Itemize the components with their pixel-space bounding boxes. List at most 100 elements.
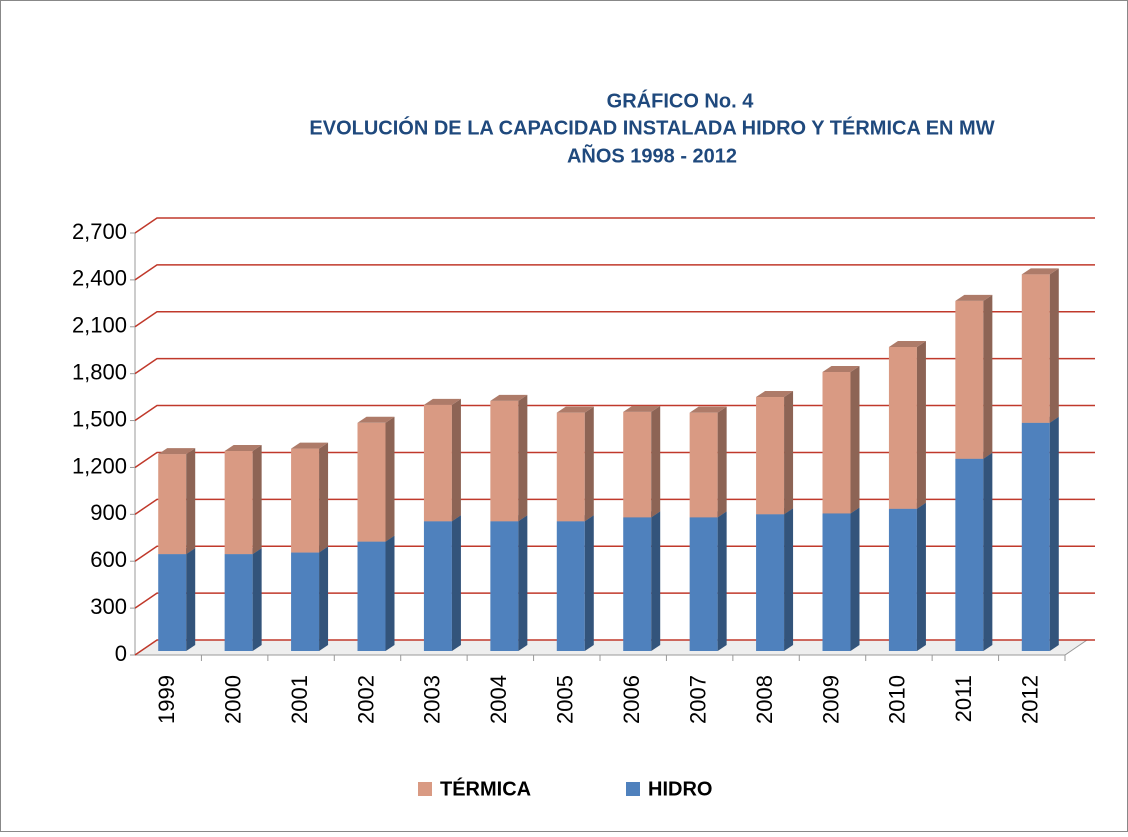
chart-title: AÑOS 1998 - 2012 (567, 144, 737, 167)
grid-line (134, 311, 1095, 328)
bar-segment (224, 444, 262, 555)
bar-segment (888, 502, 926, 651)
bar-side (983, 294, 993, 459)
bar-top (955, 294, 993, 301)
x-tick-label: 2010 (885, 675, 910, 724)
floor (133, 639, 1089, 656)
bar-top (756, 391, 794, 398)
bar-side (651, 511, 661, 651)
bar-front (623, 517, 652, 651)
x-tick-label: 2002 (353, 675, 378, 724)
bar-top (623, 405, 661, 412)
bar-segment (623, 405, 661, 518)
bar-top (888, 341, 926, 348)
chart-title: EVOLUCIÓN DE LA CAPACIDAD INSTALADA HIDR… (309, 115, 994, 139)
bar-segment (822, 507, 860, 651)
bar-side (850, 366, 860, 514)
bar-side (186, 448, 196, 555)
bar-front (291, 448, 320, 553)
bar-segment (756, 508, 794, 651)
bar-segment (623, 511, 661, 651)
bar-side (916, 502, 926, 651)
x-tick-label: 2001 (287, 675, 312, 724)
bar-segment (556, 406, 594, 522)
bar-segment (1021, 416, 1059, 651)
bar-segment (357, 416, 395, 542)
bar-side (651, 405, 661, 518)
bar-side (784, 508, 794, 651)
bar-front (158, 554, 187, 651)
x-tick-label: 2007 (685, 675, 710, 724)
bar-front (357, 541, 386, 651)
bar-front (888, 347, 917, 509)
bar-side (717, 511, 727, 651)
chart-title: GRÁFICO No. 4 (607, 89, 755, 112)
bar-segment (756, 391, 794, 515)
bar-front (224, 554, 253, 651)
bar-front (822, 372, 851, 514)
bar-front (490, 400, 519, 522)
bar-side (319, 546, 329, 651)
x-tick-label: 2005 (553, 675, 578, 724)
y-tick-label: 2,400 (72, 266, 127, 291)
bar-side (983, 452, 993, 651)
x-tick-label: 2004 (486, 675, 511, 724)
bar-segment (423, 398, 461, 522)
bar-segment (291, 442, 329, 553)
bar-front (1021, 422, 1050, 651)
legend-swatch (418, 782, 432, 796)
bar-side (518, 515, 528, 651)
bar-front (490, 521, 519, 651)
bar-segment (357, 535, 395, 651)
grid-line (134, 217, 1095, 234)
bar-segment (888, 341, 926, 509)
bar-segment (423, 515, 461, 651)
bar-side (385, 535, 395, 651)
bar-segment (689, 511, 727, 651)
bar-front (357, 422, 386, 542)
bar-segment (224, 548, 262, 651)
bar-side (385, 416, 395, 542)
bar-side (518, 394, 528, 522)
x-tick-label: 2008 (752, 675, 777, 724)
bar-front (756, 397, 785, 515)
bar-top (423, 398, 461, 405)
y-tick-label: 2,700 (72, 219, 127, 244)
bar-side (784, 391, 794, 515)
bar-side (319, 442, 329, 553)
bar-side (1049, 268, 1059, 423)
x-tick-label: 1999 (154, 675, 179, 724)
y-tick-label: 2,100 (72, 313, 127, 338)
bar-side (850, 507, 860, 651)
bar-front (423, 521, 452, 651)
bar-segment (291, 546, 329, 651)
bar-side (717, 406, 727, 518)
bar-front (291, 552, 320, 651)
bar-side (186, 548, 196, 651)
bar-segment (158, 548, 196, 651)
bar-top (822, 366, 860, 373)
bar-segment (490, 515, 528, 651)
bar-top (357, 416, 395, 423)
bar-side (252, 444, 262, 555)
legend-swatch (626, 782, 640, 796)
bar-front (423, 404, 452, 522)
bar-front (623, 411, 652, 518)
y-tick-label: 1,500 (72, 406, 127, 431)
bar-segment (955, 294, 993, 459)
x-tick-label: 2003 (420, 675, 445, 724)
grid-line (134, 357, 1095, 375)
bar-side (1049, 416, 1059, 651)
bar-side (584, 515, 594, 651)
y-tick-label: 1,200 (72, 453, 127, 478)
bar-side (584, 406, 594, 522)
x-tick-label: 2011 (951, 675, 976, 722)
bar-front (955, 458, 984, 651)
bar-segment (822, 366, 860, 514)
bar-front (1021, 274, 1050, 423)
bar-side (451, 515, 461, 651)
bar-top (1021, 268, 1059, 275)
bar-side (252, 548, 262, 651)
y-tick-label: 900 (90, 500, 127, 525)
